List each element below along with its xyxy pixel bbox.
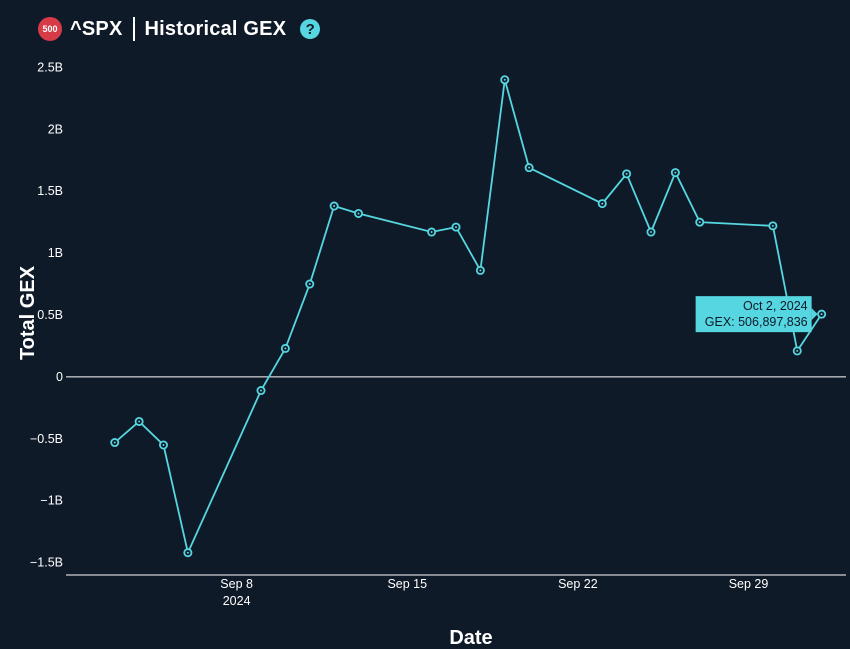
data-points: [110, 75, 827, 558]
x-tick-label: Sep 22: [558, 577, 598, 591]
data-point-center: [601, 202, 604, 205]
y-tick-label: 2B: [48, 122, 63, 136]
data-point-center: [186, 551, 189, 554]
series-line: [114, 79, 823, 556]
data-point-center: [650, 231, 652, 234]
chart-title: Historical GEX: [144, 17, 287, 40]
y-tick-label: 1B: [48, 246, 63, 260]
data-point-center: [625, 172, 628, 175]
data-point-center: [430, 231, 433, 234]
x-tick-year-label: 2024: [223, 594, 251, 608]
data-point-center: [528, 166, 531, 169]
y-tick-label: 0.5B: [37, 308, 63, 322]
x-tick-label: Sep 29: [729, 577, 769, 591]
x-tick-label: Sep 8: [220, 577, 253, 591]
data-point-center: [455, 226, 457, 229]
data-point-center: [260, 389, 262, 392]
data-point-center: [138, 420, 141, 423]
data-point-center: [771, 224, 774, 227]
tooltip-value: GEX: 506,897,836: [705, 315, 808, 329]
tooltip-date: Oct 2, 2024: [743, 299, 808, 313]
data-point-center: [113, 441, 116, 444]
spx-500-badge-icon: 500: [38, 17, 62, 41]
tooltip-box: [695, 296, 812, 333]
help-icon[interactable]: ?: [300, 19, 321, 39]
data-point-center: [698, 221, 701, 224]
y-tick-label: −0.5B: [30, 432, 63, 446]
data-point-center: [308, 283, 311, 286]
x-axis-title: Date: [449, 627, 492, 649]
y-tick-label: −1B: [40, 494, 63, 508]
y-tick-label: 2.5B: [37, 60, 63, 74]
tooltip-pointer: [811, 308, 818, 321]
title-divider: [132, 17, 135, 41]
data-point-center: [162, 444, 165, 446]
data-point-center: [357, 212, 360, 215]
x-tick-label: Sep 15: [387, 577, 427, 591]
data-point-center: [796, 349, 799, 352]
y-axis-ticks: −1.5B −1B −0.5B 0 0.5B 1B 1.5B 2B 2.5B: [30, 60, 63, 569]
data-point-center: [820, 313, 823, 316]
data-point-center: [284, 347, 287, 350]
ticker-symbol: ^SPX: [70, 17, 123, 40]
data-point-center: [479, 269, 482, 272]
y-axis-title: Total GEX: [17, 265, 39, 360]
chart-header: 500 ^SPX Historical GEX ?: [38, 14, 321, 44]
y-tick-label: −1.5B: [30, 556, 63, 570]
hover-tooltip: Oct 2, 2024 GEX: 506,897,836: [695, 296, 818, 333]
data-point-center: [674, 171, 677, 174]
data-point-center: [333, 205, 336, 208]
y-tick-label: 1.5B: [37, 184, 63, 198]
y-tick-label: 0: [56, 370, 63, 384]
data-point-center: [503, 78, 506, 81]
x-axis-ticks: Sep 8 2024 Sep 15 Sep 22 Sep 29: [220, 577, 768, 608]
